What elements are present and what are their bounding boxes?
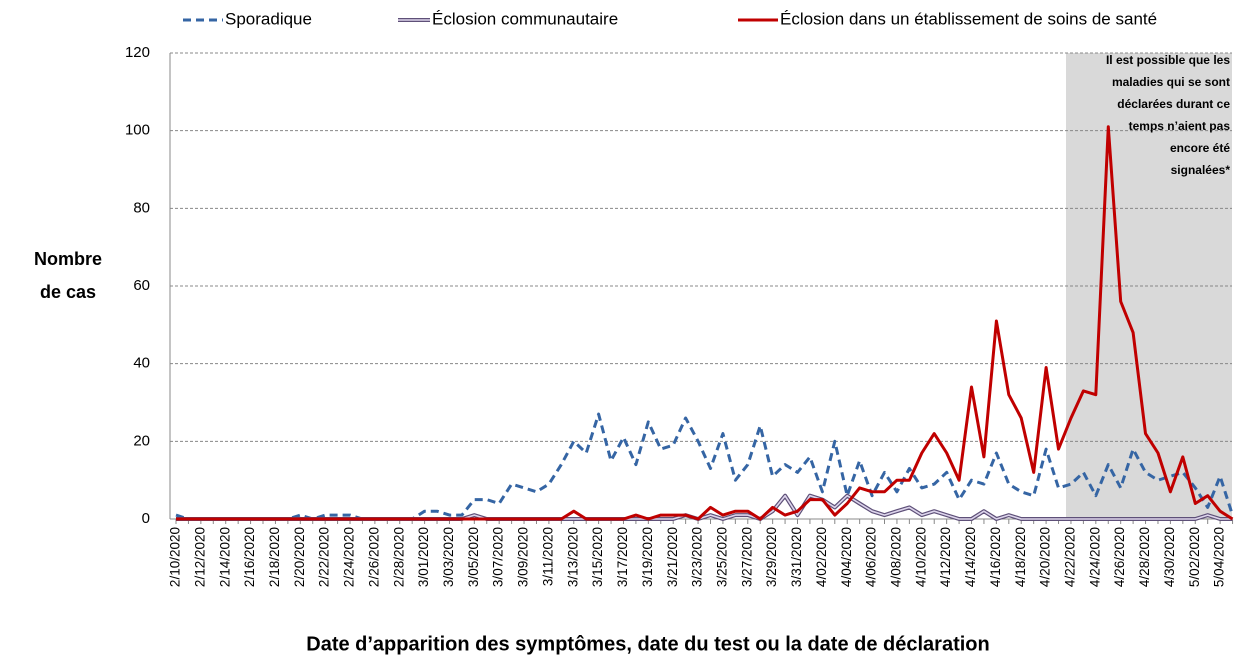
x-tick-label: 2/10/2020: [168, 527, 183, 587]
x-tick-label: 3/29/2020: [764, 527, 779, 587]
x-tick-label: 3/23/2020: [690, 527, 705, 587]
x-tick-label: 5/04/2020: [1212, 527, 1227, 587]
x-axis-title: Date d’apparition des symptômes, date du…: [306, 633, 990, 655]
x-tick-label: 3/27/2020: [739, 527, 754, 587]
y-tick-label: 120: [125, 44, 150, 61]
y-axis-title: Nombre: [34, 249, 102, 269]
x-tick-label: 3/05/2020: [466, 527, 481, 587]
x-tick-label: 4/08/2020: [889, 527, 904, 587]
annotation: maladies qui se sont: [1112, 75, 1230, 89]
annotation: encore été: [1170, 141, 1230, 155]
x-tick-label: 2/16/2020: [242, 527, 257, 587]
x-tick-label: 3/01/2020: [416, 527, 431, 587]
x-tick-label: 2/22/2020: [317, 527, 332, 587]
x-tick-label: 4/24/2020: [1087, 527, 1102, 587]
annotation: signalées*: [1171, 163, 1231, 177]
x-tick-label: 3/25/2020: [714, 527, 729, 587]
x-tick-label: 2/26/2020: [366, 527, 381, 587]
annotation: temps n’aient pas: [1129, 119, 1231, 133]
x-tick-label: 2/28/2020: [391, 527, 406, 587]
x-tick-label: 3/17/2020: [615, 527, 630, 587]
x-tick-label: 4/12/2020: [938, 527, 953, 587]
legend-label: Éclosion communautaire: [432, 9, 618, 28]
x-tick-label: 4/10/2020: [913, 527, 928, 587]
x-tick-label: 4/02/2020: [814, 527, 829, 587]
x-tick-label: 4/30/2020: [1162, 527, 1177, 587]
x-tick-label: 4/28/2020: [1137, 527, 1152, 587]
x-tick-label: 3/21/2020: [665, 527, 680, 587]
y-tick-label: 80: [133, 199, 150, 216]
line: [175, 412, 1234, 521]
annotation: déclarées durant ce: [1117, 97, 1230, 111]
x-tick-label: 2/14/2020: [217, 527, 232, 587]
x-tick-label: 2/12/2020: [192, 527, 207, 587]
legend-label: Éclosion dans un établissement de soins …: [780, 9, 1157, 28]
x-tick-label: 4/20/2020: [1038, 527, 1053, 587]
x-tick-label: 3/07/2020: [491, 527, 506, 587]
annotation: Il est possible que les: [1106, 53, 1230, 67]
y-axis-title: de cas: [40, 282, 96, 302]
x-tick-label: 3/11/2020: [540, 527, 555, 586]
x-tick-label: 2/18/2020: [267, 527, 282, 587]
y-tick-label: 100: [125, 122, 150, 139]
x-tick-label: 4/18/2020: [1013, 527, 1028, 587]
x-tick-label: 3/19/2020: [640, 527, 655, 587]
y-tick-label: 40: [133, 355, 150, 372]
x-tick-label: 3/31/2020: [789, 527, 804, 587]
x-tick-label: 3/09/2020: [516, 527, 531, 587]
y-tick-label: 0: [142, 510, 150, 527]
x-tick-label: 4/22/2020: [1063, 527, 1078, 587]
x-tick-label: 4/04/2020: [839, 527, 854, 587]
x-tick-label: 4/14/2020: [963, 527, 978, 587]
x-tick-label: 4/26/2020: [1112, 527, 1127, 587]
x-tick-label: 5/02/2020: [1187, 527, 1202, 587]
line: [176, 125, 1234, 521]
x-tick-label: 4/16/2020: [988, 527, 1003, 587]
y-tick-label: 20: [133, 432, 150, 449]
x-tick-label: 3/15/2020: [590, 527, 605, 587]
x-tick-label: 2/24/2020: [342, 527, 357, 587]
x-tick-label: 3/13/2020: [565, 527, 580, 587]
y-tick-label: 60: [133, 277, 150, 294]
x-tick-label: 4/06/2020: [864, 527, 879, 587]
legend-label: Sporadique: [225, 9, 312, 28]
x-tick-label: 2/20/2020: [292, 527, 307, 587]
x-tick-label: 3/03/2020: [441, 527, 456, 587]
